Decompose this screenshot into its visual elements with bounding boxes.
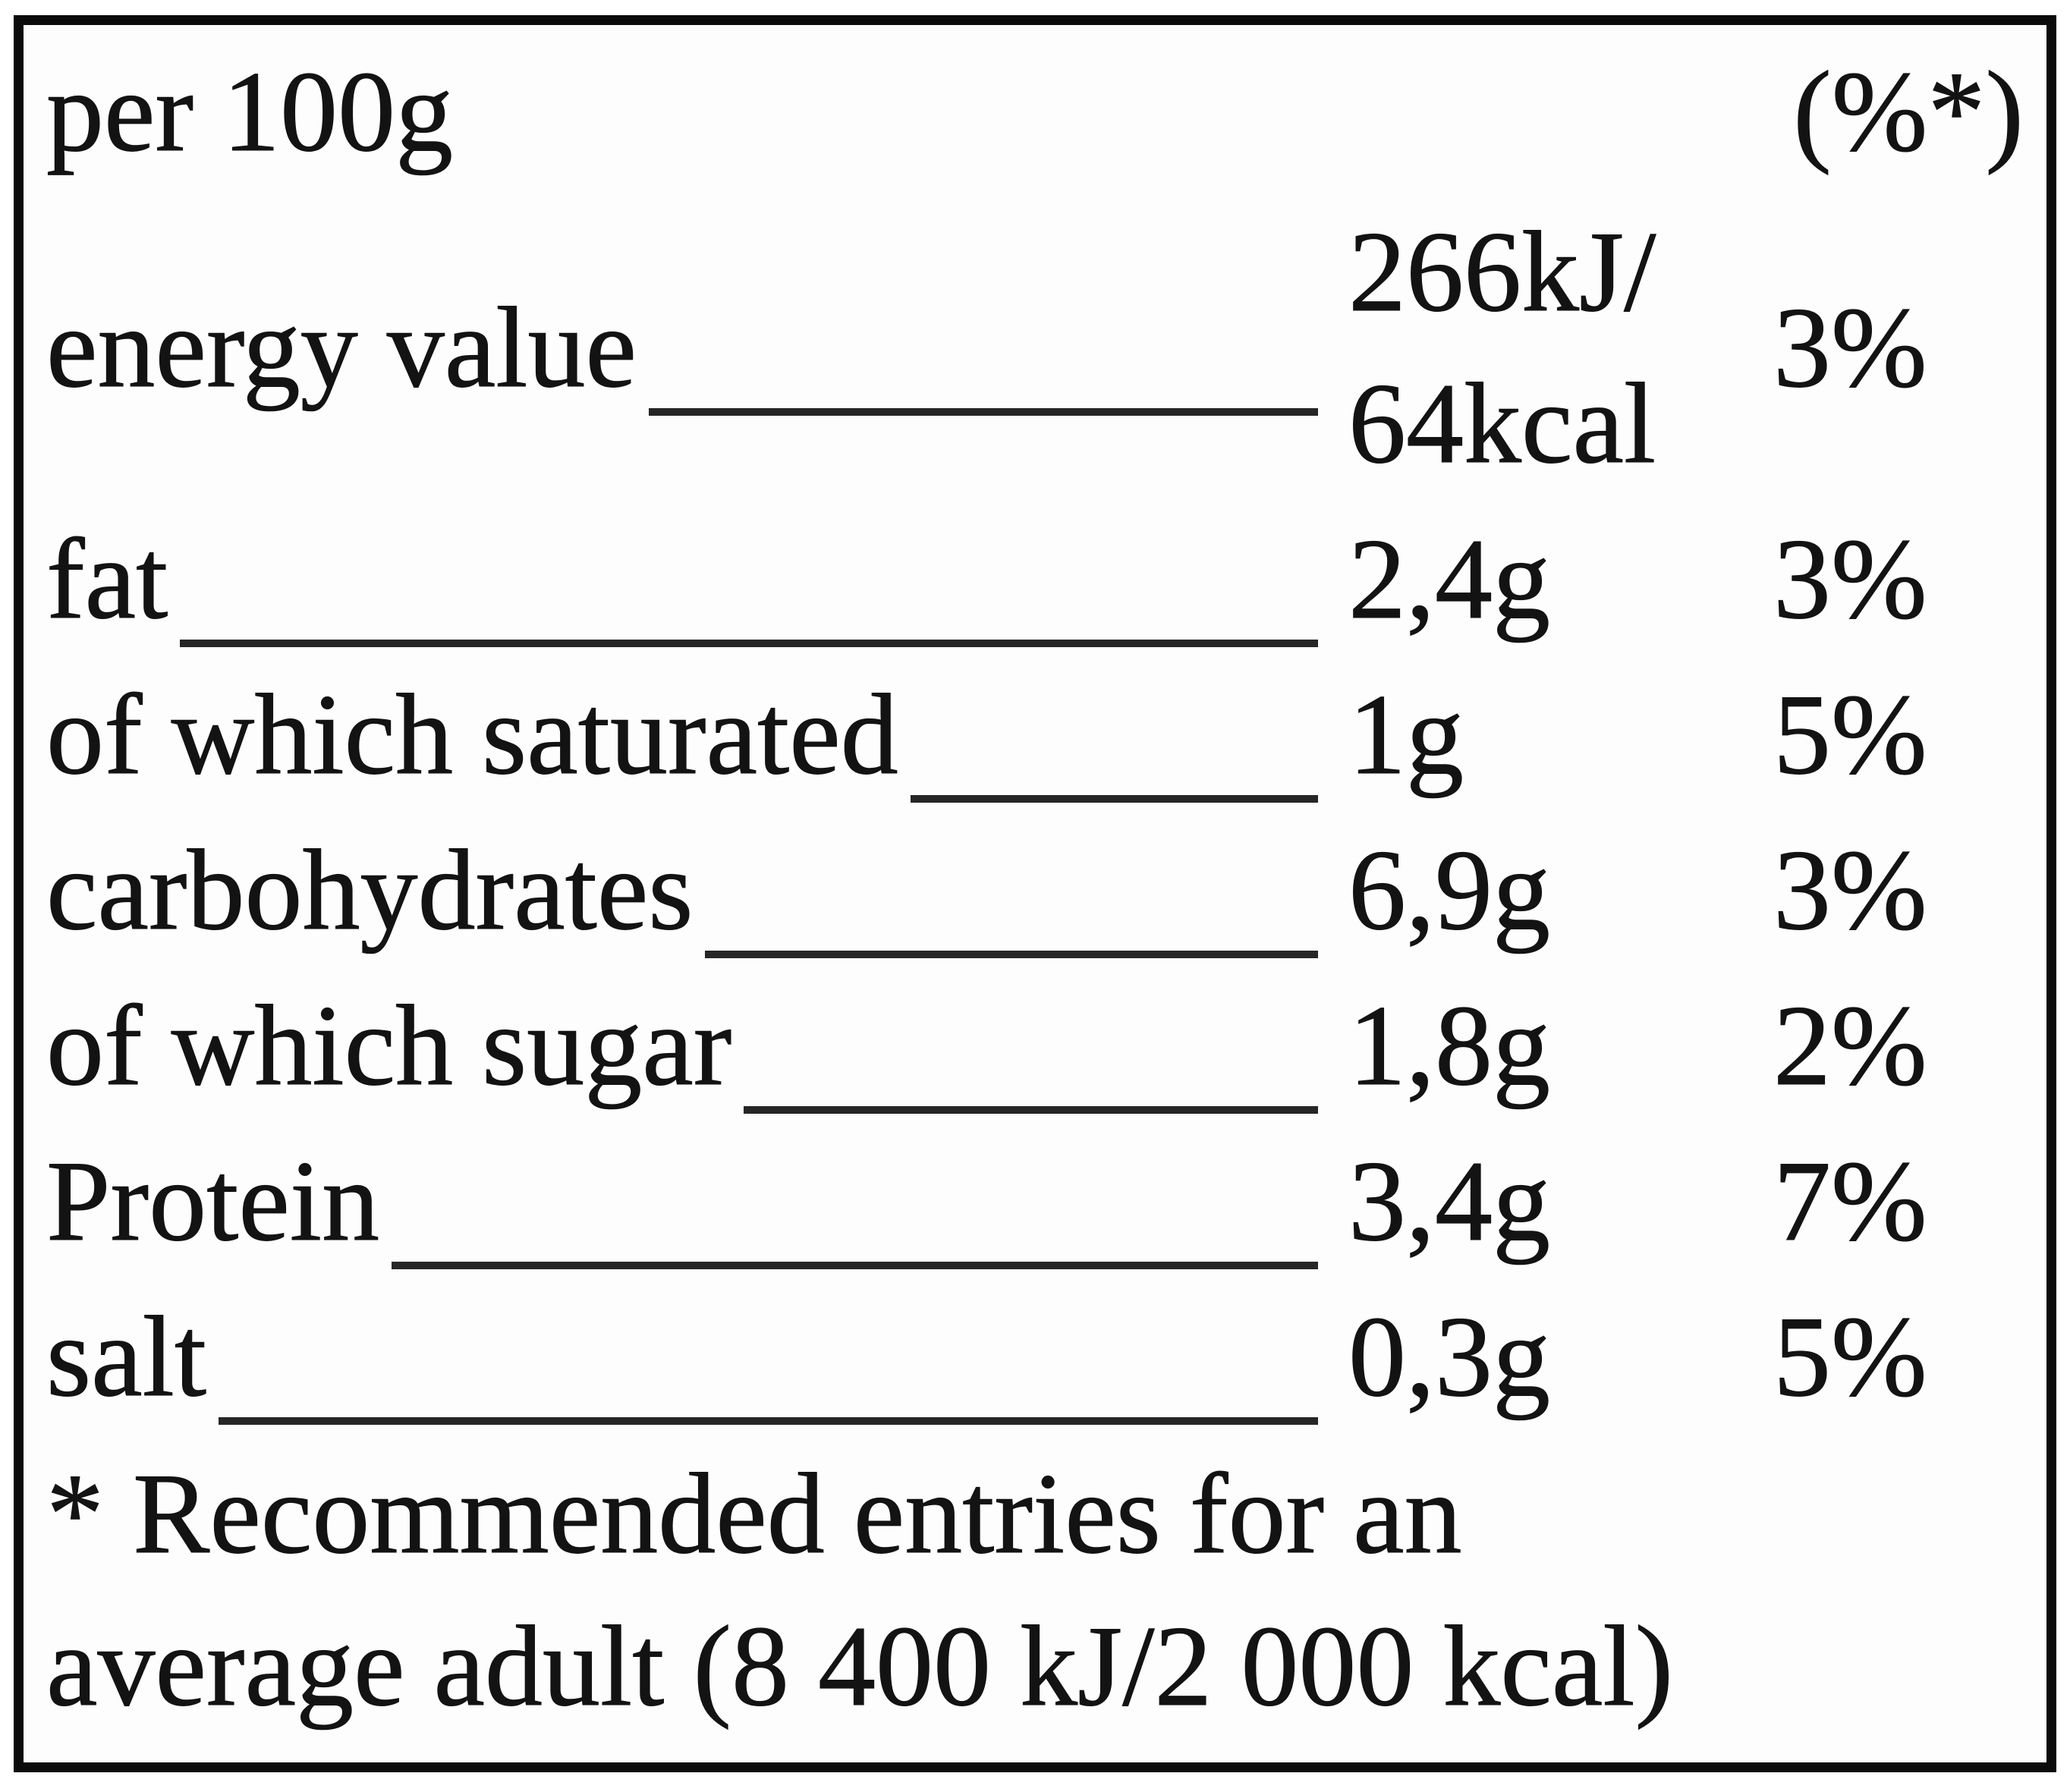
row-label: salt	[46, 1293, 207, 1421]
footnote-line-1: * Recommended entries for an	[46, 1450, 1463, 1578]
leader-line	[910, 795, 1318, 803]
energy-kilocalories: 64kcal	[1348, 360, 1656, 488]
row-protein: Protein 3,4g 7%	[46, 1125, 2024, 1277]
header-row: per 100g (%*)	[46, 31, 2024, 192]
row-saturated-fat: of which saturated 1g 5%	[46, 659, 2024, 810]
leader-line	[180, 640, 1318, 647]
row-label: of which saturated	[46, 671, 899, 799]
column-heading-per-100g: per 100g	[46, 48, 454, 176]
leader-line	[219, 1417, 1318, 1425]
leader-line	[392, 1262, 1318, 1269]
leader-line	[705, 951, 1318, 958]
row-value: 1,8g	[1348, 982, 1551, 1110]
row-value: 2,4g	[1348, 515, 1551, 643]
row-percent: 3%	[1773, 515, 1928, 643]
nutrition-table-frame: per 100g (%*) energy value 266kJ/ 64kcal…	[14, 15, 2056, 1772]
row-percent: 7%	[1773, 1137, 1928, 1265]
column-heading-percent: (%*)	[1793, 48, 2024, 176]
leader-line	[648, 408, 1318, 416]
row-value: 1g	[1348, 671, 1464, 799]
footnote-line-2: average adult (8 400 kJ/2 000 kcal)	[46, 1602, 1674, 1731]
row-percent: 2%	[1773, 982, 1928, 1110]
energy-kilojoules: 266kJ/	[1348, 208, 1656, 336]
row-label: of which sugar	[46, 982, 732, 1110]
row-label: carbohydrates	[46, 826, 694, 954]
row-label: energy value	[46, 284, 637, 412]
row-label: Protein	[46, 1137, 380, 1265]
row-percent: 5%	[1773, 671, 1928, 799]
row-carbohydrates: carbohydrates 6,9g 3%	[46, 814, 2024, 966]
row-value: 3,4g	[1348, 1137, 1551, 1265]
row-value: 266kJ/ 64kcal	[1348, 196, 1773, 499]
row-salt: salt 0,3g 5%	[46, 1281, 2024, 1432]
row-percent: 3%	[1773, 284, 1928, 412]
row-value: 0,3g	[1348, 1293, 1551, 1421]
row-fat: fat 2,4g 3%	[46, 503, 2024, 655]
footnote: * Recommended entries for an average adu…	[46, 1436, 2024, 1743]
row-value: 6,9g	[1348, 826, 1551, 954]
row-percent: 5%	[1773, 1293, 1928, 1421]
row-percent: 3%	[1773, 826, 1928, 954]
row-energy: energy value 266kJ/ 64kcal 3%	[46, 196, 2024, 499]
leader-line	[744, 1106, 1318, 1114]
row-sugar: of which sugar 1,8g 2%	[46, 970, 2024, 1121]
row-label: fat	[46, 515, 168, 643]
